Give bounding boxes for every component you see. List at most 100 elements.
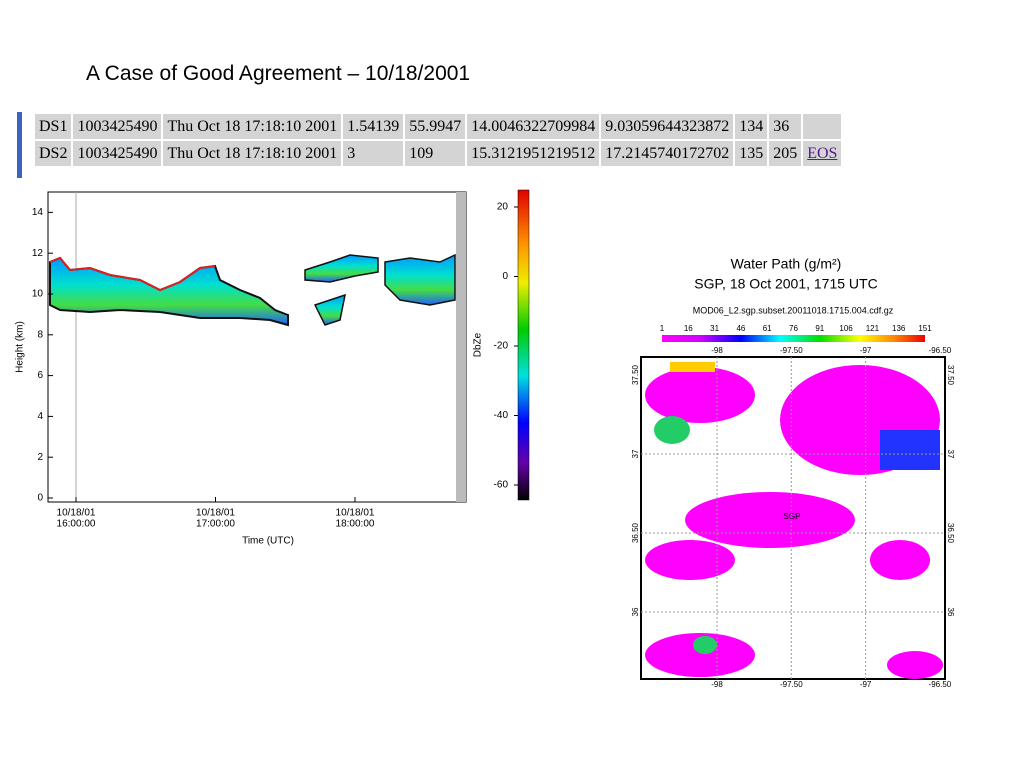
colorbar-tick-label: 121 [866, 324, 880, 333]
table-cell: 135 [735, 141, 768, 166]
radar-echo [304, 254, 379, 283]
x-tick-time: 18:00:00 [336, 519, 375, 530]
y-axis-label: Height (km) [15, 321, 26, 373]
x-tick-date: 10/18/01 [57, 508, 96, 519]
cloud-patch [685, 492, 855, 548]
accent-bar [17, 112, 22, 178]
y-tick-label: 2 [37, 452, 43, 463]
map-title: Water Path (g/m²) [731, 256, 842, 272]
table-cell: DS1 [35, 114, 72, 139]
cloud-patch [645, 367, 755, 423]
y-tick-label: 4 [37, 411, 43, 422]
table-cell: Thu Oct 18 17:18:10 2001 [163, 114, 342, 139]
colorbar-tick-label: 106 [839, 324, 853, 333]
map-filename: MOD06_L2.sgp.subset.20011018.1715.004.cd… [693, 305, 894, 315]
table-row: DS2 1003425490 Thu Oct 18 17:18:10 2001 3 10… [35, 141, 842, 166]
lon-label-top: -97.50 [780, 346, 803, 355]
colorbar-label: DbZe [473, 332, 484, 357]
lon-label-top: -96.50 [929, 346, 952, 355]
lat-label-right: 37.50 [946, 365, 955, 386]
cloud-patch [645, 540, 735, 580]
eos-link[interactable]: EOS [807, 144, 838, 162]
radar-echo [384, 253, 456, 306]
table-cell: Thu Oct 18 17:18:10 2001 [163, 141, 342, 166]
table-cell: 1.54139 [343, 114, 404, 139]
site-label: SGP [784, 512, 801, 521]
x-tick-date: 10/18/01 [336, 508, 375, 519]
table-cell: 3 [343, 141, 404, 166]
y-tick-label: 12 [32, 248, 44, 259]
x-tick-date: 10/18/01 [196, 508, 235, 519]
table-cell: 14.0046322709984 [467, 114, 600, 139]
radar-echo [313, 293, 346, 326]
slide-title: A Case of Good Agreement – 10/18/2001 [86, 62, 471, 85]
table-cell: 205 [769, 141, 802, 166]
y-tick-label: 10 [32, 289, 44, 300]
lat-label-right: 36.50 [946, 523, 955, 544]
colorbar-tick-label: 46 [736, 324, 745, 333]
cloud-patch [887, 651, 943, 679]
lon-label-bottom: -98 [711, 680, 723, 689]
colorbar-tick-label: 20 [497, 202, 509, 213]
table-cell: EOS [803, 141, 842, 166]
y-tick-label: 0 [37, 493, 43, 504]
colorbar-tick-label: 91 [815, 324, 824, 333]
table-cell: 134 [735, 114, 768, 139]
lat-label-right: 36 [946, 608, 955, 617]
table-cell: 15.3121951219512 [467, 141, 600, 166]
table-cell: 1003425490 [73, 114, 162, 139]
colorbar-tick-label: -20 [494, 341, 509, 352]
map-subtitle: SGP, 18 Oct 2001, 1715 UTC [694, 276, 877, 292]
colorbar-tick-label: -40 [494, 410, 509, 421]
radar-frame [47, 191, 467, 503]
lat-label-left: 36 [631, 607, 640, 616]
colorbar-tick-label: 0 [502, 271, 508, 282]
table-row: DS1 1003425490 Thu Oct 18 17:18:10 2001 1.5… [35, 114, 842, 139]
radar-gap [456, 192, 466, 502]
table-cell [803, 114, 842, 139]
table-cell: 36 [769, 114, 802, 139]
cloud-core [654, 416, 690, 444]
colorbar-tick-label: 31 [710, 324, 719, 333]
lon-label-bottom: -97 [860, 680, 872, 689]
lat-label-left: 36.50 [631, 522, 640, 543]
lat-label-left: 37.50 [631, 364, 640, 385]
map-grid [641, 357, 945, 679]
x-axis-label: Time (UTC) [242, 536, 294, 547]
lon-label-top: -97 [860, 346, 872, 355]
lat-label-right: 37 [946, 450, 955, 459]
colorbar-tick-label: 151 [918, 324, 932, 333]
cloud-patch [645, 633, 755, 677]
table-cell: 109 [405, 141, 466, 166]
colorbar-tick-label: 1 [660, 324, 665, 333]
lat-label-left: 37 [631, 449, 640, 458]
colorbar-tick-label: 61 [763, 324, 772, 333]
radar-echo-top [49, 256, 216, 292]
lon-label-top: -98 [711, 346, 723, 355]
x-tick-time: 16:00:00 [57, 519, 96, 530]
data-table: DS1 1003425490 Thu Oct 18 17:18:10 2001 1.5… [33, 112, 843, 168]
table-cell: 17.2145740172702 [601, 141, 734, 166]
radar-colorbar [517, 189, 530, 501]
colorbar-tick-label: -60 [494, 480, 509, 491]
colorbar-tick-label: 76 [789, 324, 798, 333]
y-tick-label: 14 [32, 207, 44, 218]
lon-label-bottom: -97.50 [780, 680, 803, 689]
table-cell: 1003425490 [73, 141, 162, 166]
y-tick-label: 8 [37, 329, 43, 340]
table-cell: 55.9947 [405, 114, 466, 139]
x-tick-time: 17:00:00 [196, 519, 235, 530]
cloud-core [693, 636, 717, 654]
table-cell: 9.03059644323872 [601, 114, 734, 139]
lon-label-bottom: -96.50 [929, 680, 952, 689]
cloud-patch [870, 540, 930, 580]
colorbar-tick-label: 16 [684, 324, 693, 333]
y-tick-label: 6 [37, 370, 43, 381]
cloud-core [880, 430, 940, 470]
map-colorbar [662, 335, 925, 342]
colorbar-tick-label: 136 [892, 324, 906, 333]
cloud-core [670, 362, 715, 372]
table-cell: DS2 [35, 141, 72, 166]
